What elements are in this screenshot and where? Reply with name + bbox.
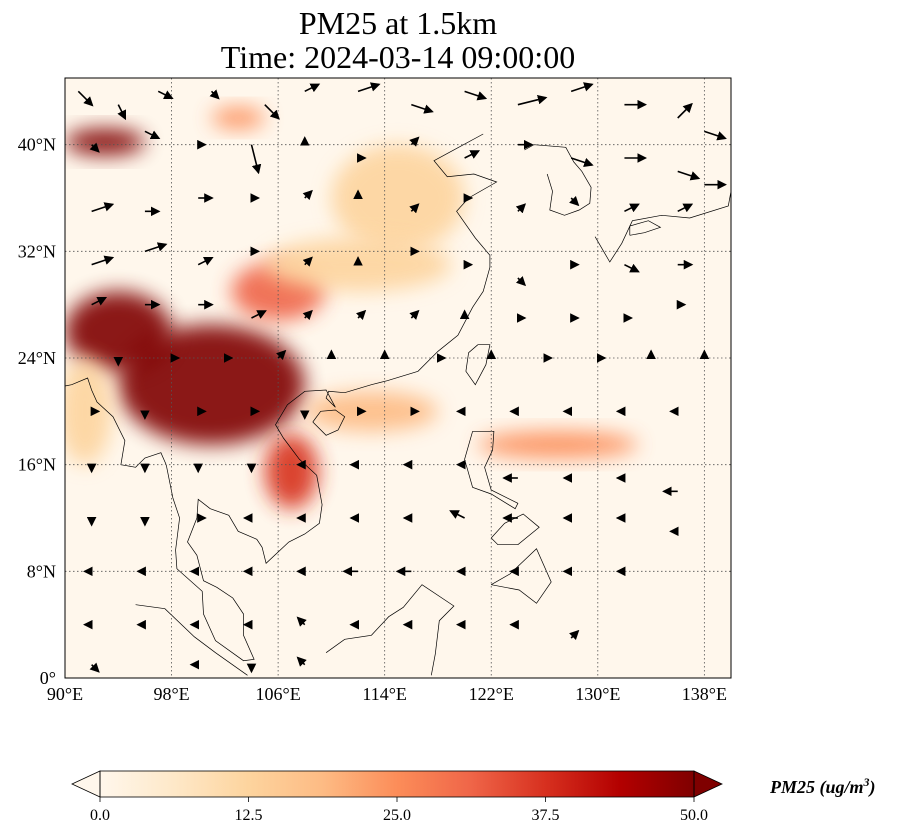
wind-arrow [144,130,161,140]
colorbar-tick-label: 0.0 [90,807,110,824]
colorbar: 0.0 12.5 25.0 37.5 50.0 PM25 (ug/m3) [71,770,876,824]
wind-arrow [570,82,594,93]
wind-arrow [209,89,220,100]
wind-arrow [91,255,115,266]
colorbar-tick-label: 37.5 [532,807,560,824]
pollution-area [331,144,465,252]
pm25-field [65,107,638,509]
pollution-area [65,291,172,372]
wind-arrow [677,170,701,181]
pollution-area [304,391,438,432]
longitude-tick-label: 122°E [469,684,514,704]
coastline [594,191,731,263]
wind-arrow [89,662,100,673]
colorbar-tick-label: 50.0 [680,807,708,824]
coastline [312,409,346,436]
wind-arrow [624,263,640,273]
wind-arrow [296,616,307,627]
colorbar-tick-label: 25.0 [383,807,411,824]
latitude-tick-labels: 0° 8°N 16°N 24°N 32°N 40°N [18,135,56,688]
wind-arrow [197,256,214,266]
longitude-tick-labels: 90°E 98°E 106°E 114°E 122°E 130°E 138°E [47,684,727,704]
longitude-tick-label: 138°E [682,684,727,704]
wind-arrow [357,82,381,93]
wind-arrow [91,296,108,306]
wind-arrow [569,195,580,207]
map-plot-area [65,78,731,678]
wind-arrow [89,142,100,153]
longitude-tick-label: 98°E [153,684,189,704]
coastline [465,344,491,386]
coastline [629,220,662,236]
map-frame [64,77,732,679]
wind-arrow [117,104,126,121]
colorbar-label: PM25 (ug/m3) [769,775,876,798]
pollution-area [477,431,638,458]
wind-arrow [264,104,280,120]
wind-arrow [464,90,488,101]
wind-arrow [302,189,313,201]
wind-arrow [409,136,420,147]
wind-arrow [449,510,465,519]
wind-arrow [296,656,307,667]
longitude-tick-label: 130°E [575,684,620,704]
chart-title-line1: PM25 at 1.5km [298,5,498,41]
wind-arrow [624,203,640,213]
coastlines [65,133,731,676]
wind-arrow [409,309,420,321]
wind-arrow [570,157,594,168]
wind-arrow [355,309,367,321]
wind-arrow [517,94,548,106]
wind-arrow [704,130,727,141]
wind-arrow [251,310,267,319]
colorbar-min-extension [71,770,101,798]
wind-arrow [464,150,481,159]
latitude-tick-label: 0° [40,668,56,688]
wind-arrow [144,242,168,253]
wind-arrow [677,203,694,213]
latitude-tick-label: 32°N [18,241,56,261]
longitude-tick-label: 114°E [362,684,407,704]
pollution-area [264,434,319,509]
wind-arrow [250,144,262,175]
longitude-tick-label: 90°E [47,684,83,704]
latitude-tick-label: 24°N [18,348,56,368]
wind-arrow [409,203,420,214]
latitude-tick-label: 8°N [27,561,56,581]
coastline [524,144,592,216]
wind-arrow [677,102,693,119]
wind-arrow [302,256,313,267]
coastline [325,584,455,676]
coastline [464,430,519,510]
wind-arrow [77,90,94,107]
pollution-area [65,128,145,156]
wind-arrow [157,90,174,100]
colorbar-ticks: 0.0 12.5 25.0 37.5 50.0 [90,797,708,824]
wind-arrow [276,349,287,361]
wind-arrow [411,103,434,114]
wind-arrow [304,83,321,93]
latitude-tick-label: 16°N [18,455,56,475]
chart-title-line2: Time: 2024-03-14 09:00:00 [220,39,576,75]
wind-vectors [77,82,727,674]
pollution-area [65,358,112,465]
colorbar-gradient [100,771,694,797]
wind-arrow [515,275,527,287]
wind-arrow [569,629,580,641]
wind-arrow [302,309,313,321]
coastline [135,604,248,676]
pollution-area [211,107,265,129]
wind-arrow [91,202,115,213]
colorbar-tick-label: 12.5 [235,807,263,824]
coastline [433,133,498,256]
colorbar-max-extension [693,770,723,798]
latitude-tick-label: 40°N [18,135,56,155]
wind-arrow [515,203,527,214]
longitude-tick-label: 106°E [256,684,301,704]
coastline [490,513,540,546]
coastline [65,255,491,662]
